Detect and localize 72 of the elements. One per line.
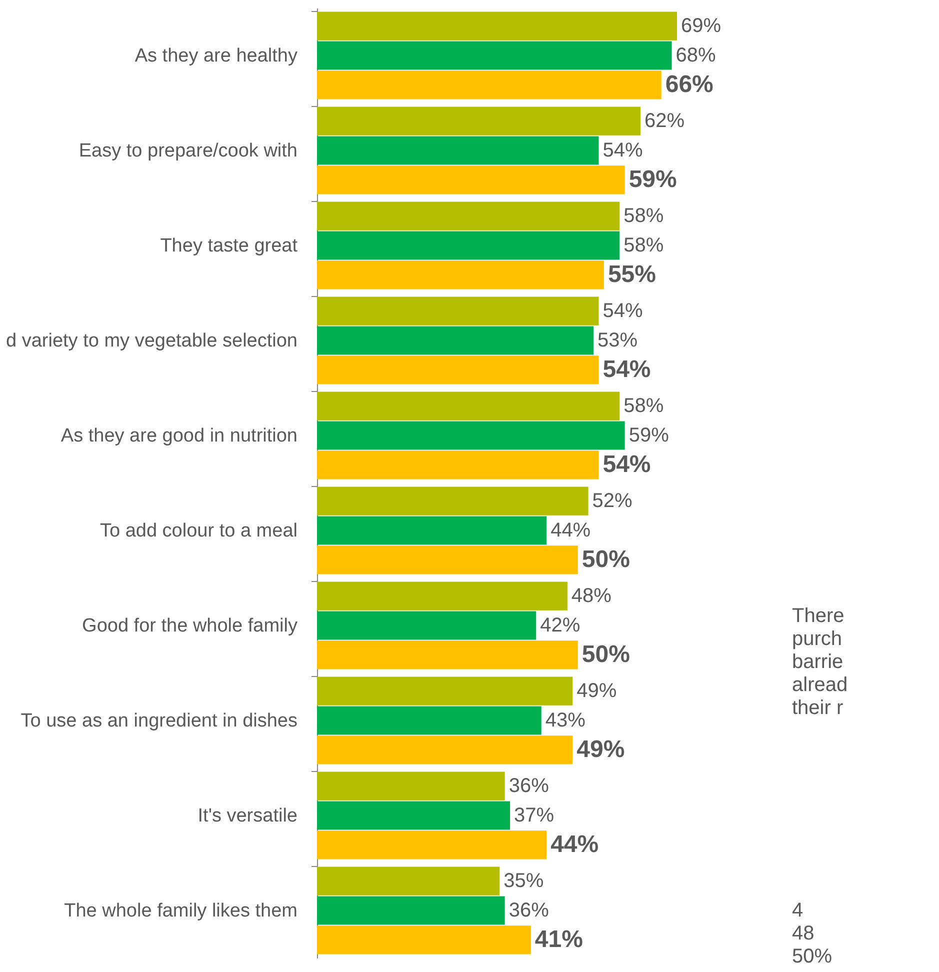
data-label: 37% bbox=[514, 804, 554, 826]
data-label: 58% bbox=[624, 395, 664, 418]
data-label: 54% bbox=[602, 450, 651, 478]
bar bbox=[317, 326, 594, 355]
data-label: 50% bbox=[582, 546, 630, 573]
data-label: 43% bbox=[545, 710, 586, 732]
data-label: 54% bbox=[602, 140, 643, 162]
data-label: 52% bbox=[592, 490, 633, 512]
bar bbox=[317, 106, 640, 136]
bar bbox=[317, 202, 620, 230]
bar bbox=[317, 486, 588, 516]
data-label: 41% bbox=[534, 926, 583, 953]
data-label: 62% bbox=[644, 110, 685, 132]
y-tick-label: d variety to my vegetable selection bbox=[6, 330, 298, 352]
bar bbox=[317, 736, 573, 764]
y-tick-label: Easy to prepare/cook with bbox=[78, 140, 298, 162]
data-label: 59% bbox=[628, 424, 670, 446]
bar bbox=[317, 611, 536, 640]
bar bbox=[317, 260, 604, 290]
bar bbox=[317, 421, 625, 450]
data-label: 49% bbox=[576, 680, 617, 702]
bar bbox=[317, 582, 568, 610]
bar bbox=[317, 896, 505, 925]
y-tick-label: It's versatile bbox=[198, 806, 298, 826]
data-label: 36% bbox=[508, 775, 550, 798]
bar bbox=[317, 450, 599, 480]
bar bbox=[317, 546, 578, 574]
data-label: 68% bbox=[676, 44, 716, 66]
bar bbox=[317, 830, 547, 860]
y-tick-label: Good for the whole family bbox=[82, 616, 298, 636]
bar bbox=[317, 356, 599, 384]
data-label: 55% bbox=[608, 260, 656, 288]
bar bbox=[317, 166, 625, 194]
bar bbox=[317, 231, 620, 260]
data-label: 54% bbox=[602, 300, 643, 322]
data-label: 53% bbox=[598, 330, 638, 352]
bar bbox=[317, 676, 573, 706]
data-label: 58% bbox=[624, 234, 664, 256]
data-label: 49% bbox=[576, 736, 625, 763]
data-label: 54% bbox=[602, 356, 651, 383]
data-label: 59% bbox=[628, 166, 677, 193]
bar bbox=[317, 136, 599, 165]
bar bbox=[317, 392, 620, 420]
text: There purch barrie alread their r bbox=[792, 605, 848, 719]
data-label: 50% bbox=[582, 640, 630, 668]
y-tick-label: The whole family likes them bbox=[64, 900, 298, 922]
bar bbox=[317, 801, 510, 830]
data-label: 44% bbox=[550, 520, 591, 542]
y-tick-label: To use as an ingredient in dishes bbox=[20, 710, 298, 732]
bar bbox=[317, 640, 578, 670]
bar bbox=[317, 926, 531, 954]
text: 4 48 50% bbox=[792, 900, 832, 968]
bar bbox=[317, 296, 599, 326]
bar bbox=[317, 41, 672, 70]
data-label: 69% bbox=[681, 15, 722, 38]
data-label: 48% bbox=[571, 585, 612, 608]
data-label: 66% bbox=[665, 70, 714, 98]
bar bbox=[317, 772, 505, 800]
data-label: 44% bbox=[550, 830, 599, 858]
bar bbox=[317, 866, 500, 896]
y-tick-label: To add colour to a meal bbox=[100, 520, 298, 542]
bar bbox=[317, 12, 677, 40]
data-label: 42% bbox=[540, 614, 580, 636]
bar bbox=[317, 706, 542, 735]
y-tick-label: They taste great bbox=[160, 236, 298, 256]
y-tick-label: As they are healthy bbox=[134, 46, 298, 66]
data-label: 36% bbox=[508, 900, 550, 922]
y-tick-label: As they are good in nutrition bbox=[60, 426, 298, 446]
bar bbox=[317, 516, 547, 545]
data-label: 58% bbox=[624, 205, 664, 228]
data-label: 35% bbox=[504, 870, 544, 892]
bar bbox=[317, 70, 662, 100]
